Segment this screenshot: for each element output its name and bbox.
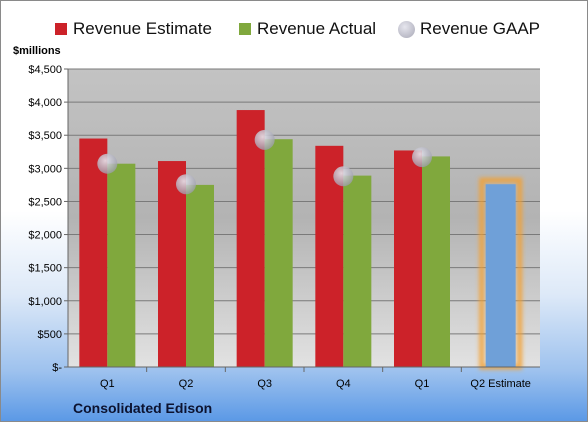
marker-revenue-gaap xyxy=(333,166,354,187)
legend: Revenue Estimate Revenue Actual Revenue … xyxy=(1,17,588,41)
company-name: Consolidated Edison xyxy=(73,400,213,416)
bar-revenue-estimate xyxy=(236,110,265,368)
x-tick-label: Q1 xyxy=(100,378,115,390)
y-axis-title: $millions xyxy=(13,45,61,57)
y-tick-label: $4,000 xyxy=(28,97,62,109)
marker-revenue-gaap xyxy=(176,174,196,195)
y-tick-label: $- xyxy=(52,362,62,374)
x-tick-label: Q2 xyxy=(179,378,194,390)
bar-revenue-estimate xyxy=(158,161,186,367)
x-tick-label: Q1 xyxy=(415,378,430,390)
bar-revenue-estimate xyxy=(79,138,108,367)
legend-label-actual: Revenue Actual xyxy=(257,19,377,38)
y-tick-label: $1,500 xyxy=(28,263,62,275)
plot-area xyxy=(68,69,540,367)
x-tick-label: Q2 Estimate xyxy=(470,378,531,390)
y-tick-label: $3,500 xyxy=(28,130,62,142)
y-tick-label: $500 xyxy=(38,329,62,341)
marker-revenue-gaap xyxy=(254,129,275,150)
legend-label-estimate: Revenue Estimate xyxy=(73,19,212,38)
bar-revenue-actual xyxy=(107,163,136,367)
bar-revenue-actual xyxy=(422,156,450,367)
legend-label-gaap: Revenue GAAP xyxy=(420,19,541,38)
y-tick-label: $4,500 xyxy=(28,64,62,76)
bar-revenue-actual xyxy=(264,139,293,367)
bar-revenue-estimate-future xyxy=(485,184,516,367)
legend-swatch-actual xyxy=(239,23,251,35)
legend-swatch-estimate xyxy=(55,23,67,35)
bar-revenue-actual xyxy=(343,175,372,367)
legend-marker-gaap xyxy=(398,20,415,38)
bar-revenue-estimate xyxy=(394,150,422,367)
marker-revenue-gaap xyxy=(97,153,118,174)
x-tick-label: Q4 xyxy=(336,378,351,390)
y-tick-label: $2,000 xyxy=(28,230,62,242)
y-tick-label: $3,000 xyxy=(28,163,62,175)
y-tick-label: $1,000 xyxy=(28,296,62,308)
legend-item-estimate: Revenue Estimate xyxy=(55,17,212,41)
y-tick-label: $2,500 xyxy=(28,196,62,208)
x-tick-label: Q3 xyxy=(257,378,272,390)
legend-item-gaap: Revenue GAAP xyxy=(398,17,540,41)
marker-revenue-gaap xyxy=(412,147,432,168)
bar-revenue-actual xyxy=(186,184,214,367)
legend-item-actual: Revenue Actual xyxy=(239,17,376,41)
